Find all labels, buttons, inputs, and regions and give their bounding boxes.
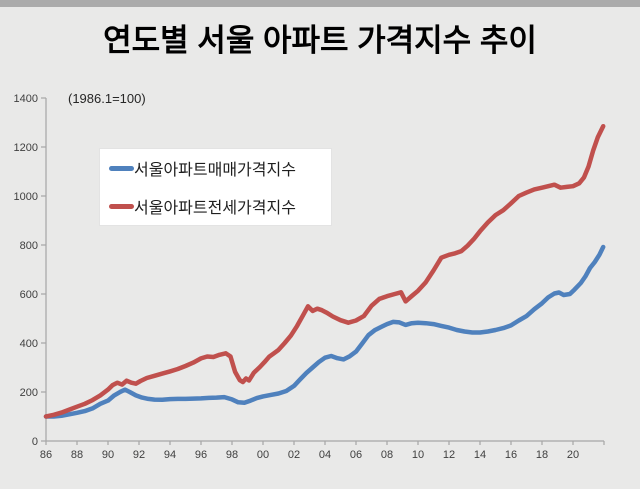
x-tick-label: 94 <box>164 449 176 461</box>
sale-line-swatch <box>109 165 134 171</box>
y-tick-label: 800 <box>20 240 38 252</box>
x-tick-label: 12 <box>443 449 455 461</box>
sale-price-line <box>43 244 606 419</box>
x-tick-label: 02 <box>288 449 300 461</box>
legend-item-jeonse: 서울아파트전세가격지수 <box>109 194 331 218</box>
y-tick-label: 1400 <box>14 93 38 105</box>
jeonse-line-swatch <box>109 203 134 209</box>
base-index-annotation: (1986.1=100) <box>68 91 146 106</box>
x-tick-label: 04 <box>319 449 331 461</box>
x-tick-label: 06 <box>350 449 362 461</box>
x-tick-label: 20 <box>567 449 579 461</box>
x-tick-label: 00 <box>257 449 269 461</box>
x-tick-label: 18 <box>536 449 548 461</box>
legend-box: 서울아파트매매가격지수 서울아파트전세가격지수 <box>99 148 332 226</box>
top-bar <box>0 0 640 7</box>
x-tick-label: 10 <box>412 449 424 461</box>
legend-label-jeonse: 서울아파트전세가격지수 <box>134 200 296 217</box>
jeonse-price-line <box>43 123 606 419</box>
chart-title: 연도별 서울 아파트 가격지수 추이 <box>103 23 537 58</box>
y-tick-label: 200 <box>20 387 38 399</box>
y-tick-label: 0 <box>32 436 38 448</box>
y-tick-label: 400 <box>20 338 38 350</box>
x-tick-label: 98 <box>226 449 238 461</box>
y-tick-label: 600 <box>20 289 38 301</box>
x-tick-label: 90 <box>102 449 114 461</box>
x-tick-label: 08 <box>381 449 393 461</box>
legend-label-sale: 서울아파트매매가격지수 <box>134 162 296 179</box>
x-tick-label: 88 <box>71 449 83 461</box>
x-tick-label: 92 <box>133 449 145 461</box>
y-tick-label: 1200 <box>14 142 38 154</box>
x-tick-label: 96 <box>195 449 207 461</box>
legend-item-sale: 서울아파트매매가격지수 <box>109 156 331 180</box>
x-tick-label: 16 <box>505 449 517 461</box>
y-tick-label: 1000 <box>14 191 38 203</box>
x-tick-label: 14 <box>474 449 486 461</box>
x-tick-label: 86 <box>40 449 52 461</box>
